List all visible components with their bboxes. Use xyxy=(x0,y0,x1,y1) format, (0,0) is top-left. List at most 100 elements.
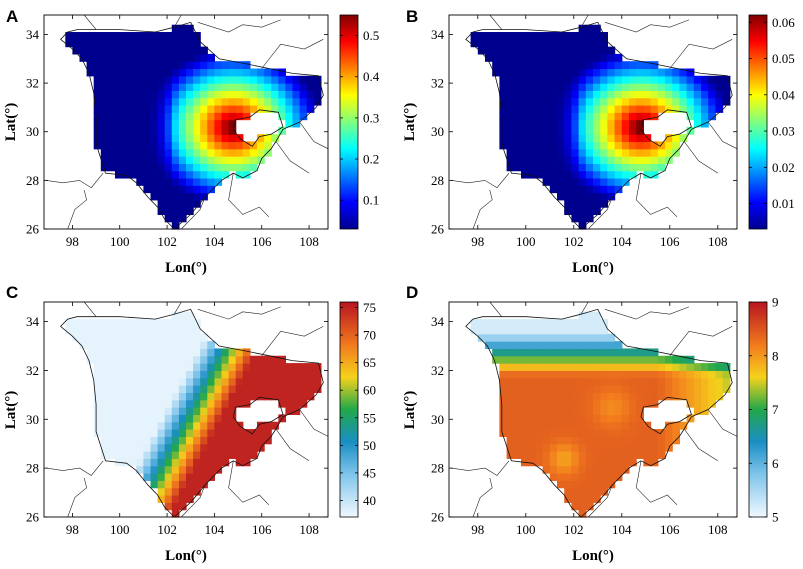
grid-cell xyxy=(200,473,208,481)
grid-cell xyxy=(242,170,251,179)
grid-cell xyxy=(171,377,180,386)
grid-cell xyxy=(621,126,630,135)
grid-cell xyxy=(193,177,201,186)
grid-cell xyxy=(549,46,558,55)
grid-cell xyxy=(150,156,159,164)
grid-cell xyxy=(143,39,152,48)
neighbor-boundary xyxy=(181,485,206,518)
grid-cell xyxy=(571,112,580,121)
grid-cell xyxy=(549,119,558,128)
grid-cell xyxy=(136,156,144,164)
grid-cell xyxy=(264,68,272,77)
grid-cell xyxy=(528,363,536,372)
grid-cell xyxy=(278,377,286,386)
neighbor-boundary xyxy=(489,14,503,30)
grid-cell xyxy=(221,399,230,408)
grid-cell xyxy=(722,83,731,91)
grid-cell xyxy=(571,39,580,48)
grid-cell xyxy=(571,75,580,84)
grid-cell xyxy=(578,163,587,172)
grid-cell xyxy=(214,392,223,401)
grid-cell xyxy=(242,163,251,172)
grid-cell xyxy=(193,68,201,77)
grid-cell xyxy=(571,83,580,91)
grid-cell xyxy=(178,421,187,430)
grid-cell xyxy=(542,465,551,474)
grid-cell xyxy=(143,414,152,423)
grid-cell xyxy=(157,134,166,143)
grid-cell xyxy=(650,75,659,84)
grid-cell xyxy=(607,104,616,113)
grid-cell xyxy=(636,370,644,379)
grid-cell xyxy=(93,112,102,121)
grid-cell xyxy=(506,370,515,379)
neighbor-boundary xyxy=(173,301,182,315)
grid-cell xyxy=(143,458,152,467)
grid-cell xyxy=(200,119,208,128)
grid-cell xyxy=(549,104,558,113)
grid-cell xyxy=(171,443,180,452)
grid-cell xyxy=(193,385,201,393)
grid-cell xyxy=(122,333,130,342)
grid-cell xyxy=(221,83,230,91)
grid-cell xyxy=(535,326,544,335)
grid-cell xyxy=(107,163,116,172)
grid-cell xyxy=(143,319,152,328)
grid-cell xyxy=(115,148,123,157)
grid-cell xyxy=(122,53,130,62)
grid-cell xyxy=(614,399,623,408)
grid-cell xyxy=(122,97,130,106)
province-boundary xyxy=(465,308,733,518)
grid-cell xyxy=(200,355,208,364)
grid-cell xyxy=(650,363,659,372)
grid-cell xyxy=(701,385,709,393)
grid-cell xyxy=(571,126,580,135)
grid-cell xyxy=(107,414,116,423)
grid-cell xyxy=(593,341,601,350)
grid-cell xyxy=(600,97,608,106)
grid-cell xyxy=(129,39,137,48)
grid-cell xyxy=(513,156,522,164)
grid-cell xyxy=(285,97,294,106)
grid-cell xyxy=(665,370,673,379)
grid-cell xyxy=(614,68,623,77)
grid-cell xyxy=(571,436,580,445)
grid-cell xyxy=(564,333,572,342)
grid-cell xyxy=(178,319,187,328)
grid-cell xyxy=(171,221,180,230)
grid-cell xyxy=(107,363,116,372)
grid-cell xyxy=(122,46,130,55)
grid-cell xyxy=(214,370,223,379)
grid-cell xyxy=(107,421,116,430)
grid-cell xyxy=(643,97,652,106)
grid-cell xyxy=(564,399,572,408)
grid-cell xyxy=(107,451,116,459)
colorbar-tick-label: 0.04 xyxy=(772,87,795,102)
grid-cell xyxy=(235,363,244,372)
grid-cell xyxy=(107,46,116,55)
grid-cell xyxy=(193,421,201,430)
grid-cell xyxy=(157,192,166,201)
grid-cell xyxy=(136,170,144,179)
grid-cell xyxy=(607,185,616,194)
grid-cell xyxy=(214,156,223,164)
grid-cell xyxy=(271,83,279,91)
grid-cell xyxy=(521,61,529,70)
grid-cell xyxy=(100,119,109,128)
grid-cell xyxy=(722,97,731,106)
grid-cell xyxy=(542,170,551,179)
grid-cell xyxy=(600,46,608,55)
grid-cell xyxy=(207,443,215,452)
grid-cell xyxy=(228,451,237,459)
y-tick-label: 28 xyxy=(26,173,39,188)
grid-cell xyxy=(214,355,223,364)
grid-cell xyxy=(600,399,608,408)
grid-cell xyxy=(643,443,652,452)
x-axis-label: Lon(°) xyxy=(572,260,614,276)
grid-cell xyxy=(513,370,522,379)
grid-cell xyxy=(271,75,279,84)
grid-cell xyxy=(171,429,180,437)
grid-cell xyxy=(264,436,272,445)
grid-cell xyxy=(686,83,695,91)
